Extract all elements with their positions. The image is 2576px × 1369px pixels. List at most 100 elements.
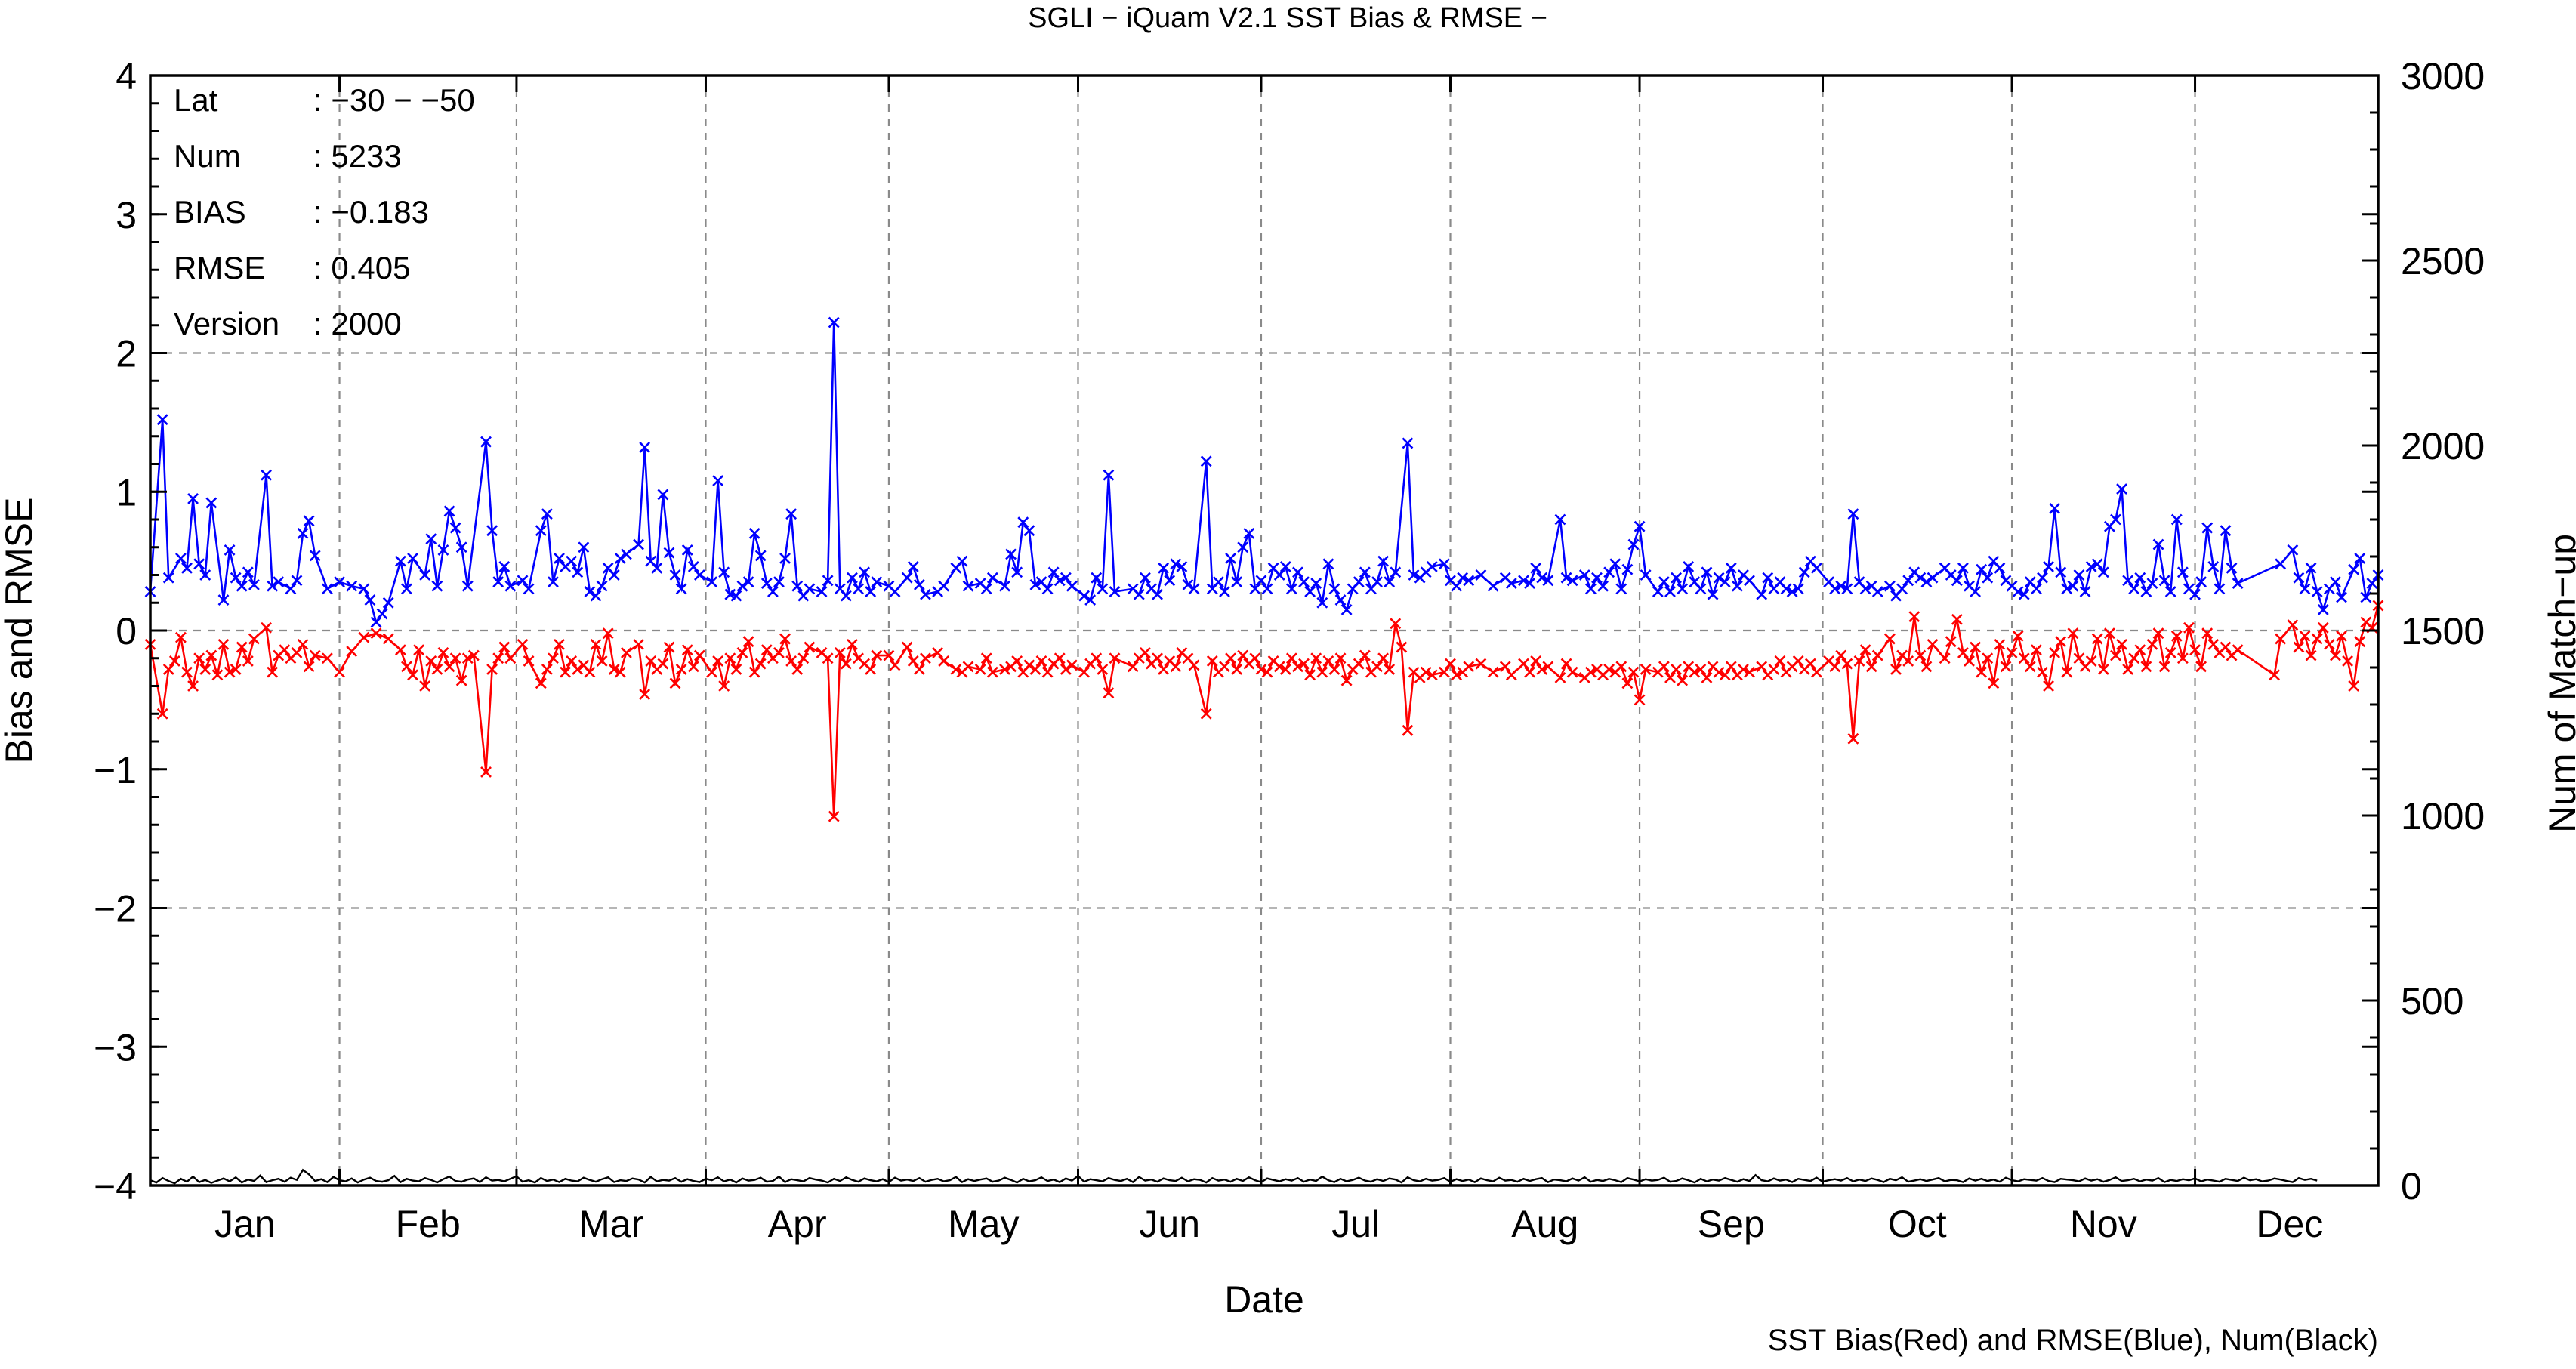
rmse-point [1847, 508, 1859, 520]
rmse-point [1664, 586, 1676, 597]
bias-point [1439, 666, 1450, 678]
rmse-point [267, 580, 279, 592]
rmse-point [828, 316, 840, 328]
bias-point [932, 646, 944, 658]
rmse-point [242, 566, 254, 578]
bias-point [2275, 633, 2287, 645]
rmse-point [956, 555, 968, 567]
rmse-point [517, 575, 529, 587]
rmse-point [712, 475, 724, 486]
rmse-point [1683, 561, 1695, 572]
rmse-point [2134, 572, 2146, 584]
bias-point [1371, 661, 1383, 673]
rmse-point [2152, 538, 2164, 550]
bias-point [1695, 664, 1707, 675]
bias-point [1677, 674, 1689, 686]
rmse-point [1792, 583, 1804, 595]
rmse-point [2030, 583, 2042, 595]
bias-point [2116, 638, 2127, 650]
bias-point [2012, 630, 2024, 642]
rmse-point [1359, 566, 1371, 578]
rmse-point [1219, 586, 1230, 597]
rmse-point [2275, 558, 2287, 570]
bias-point [1060, 664, 1072, 675]
bias-point [2336, 630, 2347, 642]
y2-tick-label: 0 [2401, 1165, 2422, 1207]
bias-point [1634, 694, 1646, 706]
rmse-point [2354, 553, 2366, 564]
rmse-point [2122, 575, 2134, 587]
rmse-point [1914, 572, 1927, 584]
rmse-point [1084, 594, 1097, 606]
bias-point [828, 810, 840, 822]
bias-point [2122, 664, 2134, 675]
rmse-point [1340, 604, 1353, 615]
bias-point [401, 661, 412, 673]
rmse-point [2091, 558, 2103, 570]
rmse-point [1390, 566, 1402, 578]
rmse-point [1584, 583, 1597, 595]
rmse-point [535, 525, 547, 537]
bias-point [1713, 666, 1725, 678]
bias-point [1066, 659, 1078, 671]
rmse-point [742, 576, 754, 588]
rmse-point [1091, 572, 1103, 584]
bias-point [1170, 661, 1182, 673]
rmse-point [986, 572, 998, 584]
rmse-point [162, 572, 174, 584]
rmse-point [346, 580, 358, 592]
bias-point [1035, 655, 1047, 667]
bias-point [2287, 619, 2299, 631]
bias-point [1219, 661, 1230, 673]
bias-point [1560, 658, 1572, 670]
rmse-point [2226, 562, 2238, 574]
bias-point [1768, 664, 1780, 675]
bias-point [1976, 666, 1988, 678]
rmse-point [1677, 583, 1689, 595]
rmse-point [913, 578, 925, 590]
rmse-point [1798, 566, 1810, 578]
rmse-point [1463, 575, 1475, 587]
rmse-point [2110, 513, 2121, 526]
rmse-point [1292, 566, 1303, 578]
bias-point [913, 664, 925, 675]
bias-point [1914, 649, 1927, 661]
rmse-point [248, 578, 260, 590]
rmse-point [425, 533, 437, 545]
rmse-point [639, 442, 651, 453]
rmse-point [2293, 572, 2305, 584]
bias-point [742, 636, 754, 648]
rmse-point [1273, 569, 1285, 581]
rmse-point [205, 497, 217, 509]
rmse-point [1621, 563, 1634, 575]
bias-point [2207, 638, 2220, 650]
bias-point [2128, 652, 2140, 664]
bias-point [1945, 636, 1957, 648]
y-tick-label: −4 [94, 1165, 137, 1207]
rmse-point [1261, 583, 1273, 595]
bias-point [834, 646, 846, 658]
rmse-point [1701, 566, 1713, 578]
rmse-point [285, 583, 297, 595]
rmse-point [1377, 555, 1390, 567]
rmse-point [871, 576, 883, 588]
rmse-point [291, 575, 303, 587]
rmse-point [1237, 541, 1249, 553]
bias-point [1340, 674, 1353, 686]
bias-point [2330, 649, 2341, 661]
rmse-point [1029, 578, 1041, 590]
bias-point [1811, 666, 1822, 678]
bias-point [248, 633, 260, 645]
bias-point [2000, 661, 2012, 673]
x-tick-label: Jul [1331, 1203, 1380, 1245]
bias-point [706, 666, 717, 678]
rmse-point [767, 586, 779, 597]
bias-point [193, 652, 205, 664]
bias-point [2189, 644, 2201, 656]
bias-point [1255, 664, 1267, 675]
stat-bias-value: : −0.183 [313, 194, 429, 230]
bias-point [633, 638, 644, 650]
rmse-point [584, 586, 596, 597]
bias-point [224, 666, 236, 678]
